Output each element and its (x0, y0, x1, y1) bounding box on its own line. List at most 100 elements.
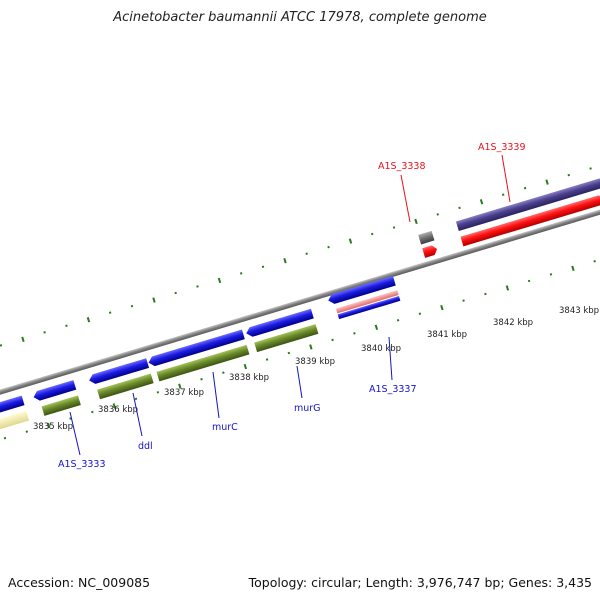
major-tick (440, 304, 444, 311)
major-tick (178, 383, 182, 389)
minor-tick (396, 319, 400, 322)
feature-a1s-3337-pink[interactable] (335, 290, 399, 314)
minor-tick (287, 351, 291, 355)
major-tick (479, 199, 484, 205)
minor-tick (327, 245, 330, 249)
gene-label-a1s-3338[interactable]: A1S_3338 (378, 161, 426, 172)
gene-label-a1s-3337[interactable]: A1S_3337 (369, 384, 417, 395)
major-tick (283, 258, 287, 264)
minor-tick (462, 299, 465, 302)
major-tick (243, 363, 248, 370)
tick-label: 3835 kbp (33, 422, 73, 432)
major-tick (47, 422, 51, 429)
gene-labels: A1S_3333 ddl murC murG A1S_3337 A1S_3338… (58, 142, 526, 470)
tick-label: 3841 kbp (427, 330, 467, 340)
feature-murc-cds[interactable] (147, 329, 245, 368)
genome-summary-text: Topology: circular; Length: 3,976,747 bp… (248, 575, 592, 590)
minor-tick (305, 252, 308, 255)
gene-label-murg[interactable]: murG (294, 403, 321, 414)
tick-label: 3837 kbp (164, 388, 204, 398)
feature-a1s-3333-cds[interactable] (32, 380, 77, 402)
minor-tick (265, 358, 269, 361)
major-tick (112, 403, 116, 409)
reverse-features (0, 275, 401, 433)
minor-tick (589, 167, 592, 170)
minor-tick (593, 260, 596, 263)
map-title: Acinetobacter baumannii ATCC 17978, comp… (113, 10, 487, 25)
major-tick (21, 336, 25, 343)
tick-label: 3839 kbp (295, 357, 335, 367)
minor-tick (0, 344, 3, 347)
minor-tick (370, 232, 374, 236)
major-tick (309, 344, 313, 350)
major-tick (86, 317, 91, 323)
gene-label-lines (69, 154, 511, 456)
feature-murc-gene[interactable] (156, 344, 250, 382)
minor-tick (523, 186, 527, 190)
minor-tick (527, 279, 531, 283)
gene-label-murc[interactable]: murC (212, 422, 238, 433)
feature-murg-cds[interactable] (245, 308, 314, 338)
minor-tick (567, 173, 570, 177)
feature-a1s-3332-pseudo[interactable] (0, 410, 30, 433)
tick-labels: 3835 kbp 3836 kbp 3837 kbp 3838 kbp 3839… (33, 306, 599, 432)
major-tick (571, 265, 575, 271)
minor-tick (549, 273, 553, 276)
feature-a1s-3337-strip[interactable] (337, 295, 401, 320)
minor-tick (3, 436, 7, 440)
minor-tick (65, 324, 68, 328)
gene-label-ddl[interactable]: ddl (138, 441, 153, 452)
major-tick (217, 277, 222, 284)
minor-tick (418, 312, 422, 315)
minor-tick (261, 265, 265, 269)
tick-label: 3842 kbp (493, 318, 533, 328)
minor-tick (484, 292, 487, 296)
minor-tick (222, 371, 225, 374)
major-tick (545, 179, 549, 185)
forward-features (418, 178, 600, 258)
feature-a1s-3339-cds[interactable] (460, 193, 600, 247)
gene-label-a1s-3333[interactable]: A1S_3333 (58, 459, 106, 470)
feature-a1s-3337-cds[interactable] (327, 275, 396, 305)
lower-tick-row (3, 260, 596, 440)
feature-a1s-3332-cds[interactable] (0, 395, 25, 418)
major-tick (348, 238, 353, 244)
minor-tick (196, 285, 199, 288)
minor-tick (43, 331, 46, 334)
upper-tick-row (0, 167, 592, 347)
minor-tick (436, 213, 439, 216)
minor-tick (156, 391, 160, 394)
tick-label: 3836 kbp (98, 405, 138, 415)
minor-tick (331, 338, 334, 342)
feature-a1s-3338-gene[interactable] (418, 230, 435, 245)
genome-track (0, 167, 600, 440)
major-tick (505, 285, 510, 291)
minor-tick (130, 304, 134, 308)
tick-label: 3840 kbp (361, 344, 401, 354)
feature-ddl-gene[interactable] (97, 373, 154, 400)
minor-tick (91, 410, 94, 414)
minor-tick (25, 430, 29, 433)
tick-label: 3843 kbp (559, 306, 599, 316)
minor-tick (353, 332, 356, 335)
minor-tick (174, 291, 177, 295)
genome-backbone (0, 195, 600, 407)
accession-text: Accession: NC_009085 (8, 575, 151, 590)
feature-murg-gene[interactable] (254, 324, 319, 353)
minor-tick (239, 272, 243, 275)
feature-ddl-cds[interactable] (88, 358, 150, 385)
minor-tick (501, 193, 505, 196)
tick-label: 3838 kbp (229, 373, 269, 383)
minor-tick (392, 226, 396, 229)
feature-a1s-3338-cds[interactable] (422, 244, 438, 258)
major-tick (374, 324, 379, 330)
minor-tick (108, 311, 112, 314)
major-tick (152, 297, 156, 303)
minor-tick (200, 377, 203, 381)
gene-label-a1s-3339[interactable]: A1S_3339 (478, 142, 526, 153)
minor-tick (134, 397, 138, 401)
minor-tick (458, 206, 461, 210)
feature-a1s-3339-gene[interactable] (455, 178, 600, 232)
feature-a1s-3333-gene[interactable] (41, 395, 81, 416)
